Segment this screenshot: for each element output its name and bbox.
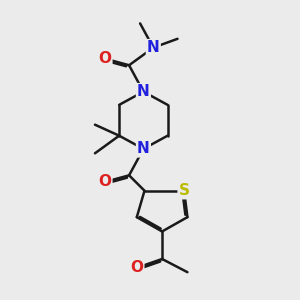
Text: N: N — [137, 141, 150, 156]
Text: N: N — [147, 40, 160, 55]
Text: S: S — [178, 183, 190, 198]
Text: O: O — [98, 51, 111, 66]
Text: O: O — [130, 260, 143, 275]
Text: N: N — [137, 84, 150, 99]
Text: O: O — [98, 174, 111, 189]
